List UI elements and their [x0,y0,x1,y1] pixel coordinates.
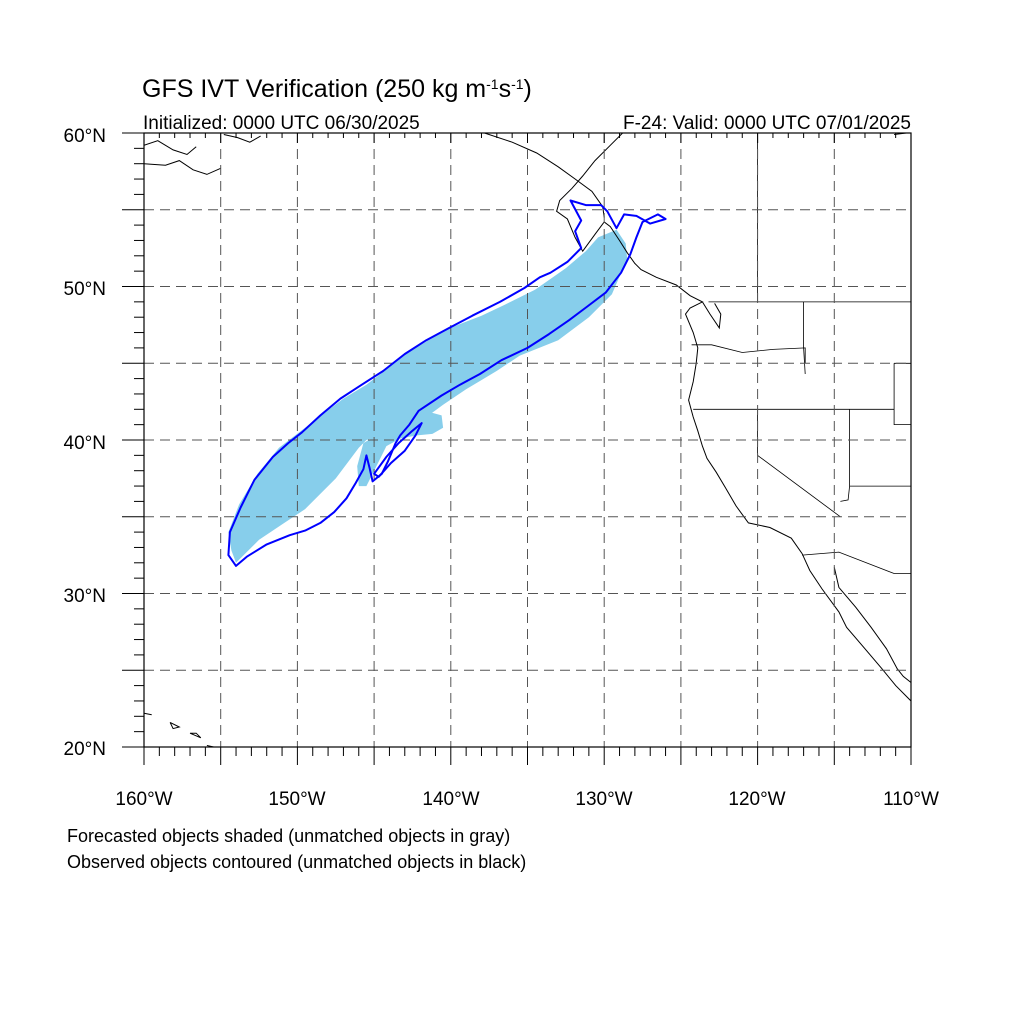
border-segment [840,409,850,502]
observed-object-contour [227,199,667,567]
lon-label-140: 140°W [422,789,479,810]
longitude-labels: 160°W 150°W 140°W 130°W 120°W 110°W [115,789,939,810]
coastline-segment [144,160,221,175]
coastline-segment [169,721,181,730]
lon-label-110: 110°W [883,789,939,810]
axis-ticks [122,132,912,765]
lon-label-120: 120°W [728,789,785,810]
lat-label-60: 60°N [64,126,106,147]
map-plot-area [122,132,912,765]
caption-forecast: Forecasted objects shaded (unmatched obj… [67,826,511,846]
border-segment [757,409,841,518]
forecast-object-shaded [228,229,628,563]
lat-label-30: 30°N [64,586,106,607]
coastline-segment [556,133,911,702]
figure-title: GFS IVT Verification (250 kg m-1s-1) [142,75,532,103]
gridlines [144,133,911,747]
lat-label-50: 50°N [64,279,106,300]
coastline-segment [144,140,197,156]
coastline-segment [206,745,217,747]
coastline-segment [223,134,261,143]
lon-label-150: 150°W [268,789,325,810]
lon-label-130: 130°W [575,789,632,810]
border-segment [691,344,806,364]
observed-inner-contour [373,422,423,478]
lat-label-20: 20°N [64,739,106,760]
valid-time: F-24: Valid: 0000 UTC 07/01/2025 [623,113,911,134]
caption-observed: Observed objects contoured (unmatched ob… [67,852,527,872]
latitude-labels: 60°N 50°N 40°N 30°N 20°N [64,126,106,760]
border-segment [802,551,911,574]
coastline-segment [144,712,152,716]
initialized-time: Initialized: 0000 UTC 06/30/2025 [143,113,420,134]
coastline-segment [189,732,202,739]
coastline-segment [701,301,722,330]
lon-label-160: 160°W [115,789,172,810]
forecast-object-fragment [357,410,444,487]
observed-objects-layer [227,199,667,567]
coastline-layer [144,133,911,747]
lat-label-40: 40°N [64,433,106,454]
forecast-objects-layer [228,229,628,563]
border-segment [893,363,911,425]
coastline-segment [833,567,911,683]
